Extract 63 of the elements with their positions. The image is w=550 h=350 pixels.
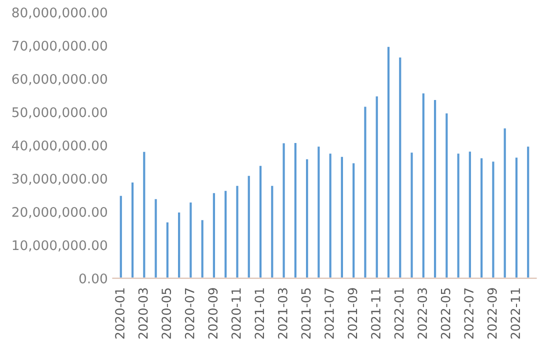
x-tick-label: 2022-09 (487, 288, 497, 339)
x-tick-label: 2021-11 (371, 288, 380, 339)
bar (386, 45, 391, 278)
bar (351, 162, 356, 278)
y-tick-label: 30,000,000.00 (12, 174, 108, 186)
bar (420, 92, 426, 278)
bar (258, 164, 263, 278)
bar (212, 192, 216, 278)
bar (502, 126, 508, 278)
bar (444, 112, 450, 278)
bar (398, 56, 403, 278)
bar (479, 156, 484, 278)
bar (362, 105, 368, 278)
x-tick-label: 2020-09 (208, 288, 218, 339)
x-tick-label: 2020-07 (184, 288, 194, 339)
x-tick-label: 2021-03 (278, 288, 288, 339)
bar (292, 142, 298, 278)
x-tick-label: 2020-01 (115, 288, 125, 339)
x-tick-label: 2020-05 (162, 288, 172, 339)
bar (270, 184, 275, 278)
bar (188, 201, 194, 278)
bar (514, 156, 519, 278)
x-tick-label: 2022-07 (464, 288, 474, 339)
bar (130, 181, 135, 278)
bar (467, 150, 472, 278)
bar (234, 184, 240, 278)
y-tick-label: 20,000,000.00 (12, 206, 108, 218)
bar (432, 98, 438, 278)
y-tick-label: 40,000,000.00 (12, 140, 108, 152)
x-tick-label: 2021-05 (301, 288, 311, 339)
bar (164, 221, 170, 278)
x-tick-label: 2021-01 (254, 288, 264, 339)
bar (281, 142, 286, 278)
y-tick-label: 0.00 (79, 273, 108, 284)
bar (316, 145, 322, 278)
bar (409, 151, 414, 278)
y-tick-label: 60,000,000.00 (12, 74, 108, 86)
bar (223, 189, 228, 278)
y-tick-label: 10,000,000.00 (12, 240, 108, 252)
x-tick-label: 2020-03 (138, 288, 148, 339)
x-tick-label: 2021-09 (348, 288, 358, 339)
bar (456, 152, 461, 278)
bar (153, 198, 158, 278)
y-tick-label: 50,000,000.00 (12, 107, 108, 119)
bar (176, 211, 182, 278)
bar (142, 150, 147, 278)
bar (246, 174, 252, 278)
bar (328, 152, 333, 278)
bar (304, 158, 310, 278)
bar (490, 160, 496, 278)
bar (340, 156, 344, 278)
y-tick-label: 70,000,000.00 (12, 40, 108, 52)
x-tick-label: 2022-11 (510, 288, 520, 339)
x-tick-label: 2022-03 (418, 288, 428, 339)
x-tick-label: 2021-07 (324, 288, 334, 339)
x-tick-label: 2022-05 (440, 288, 450, 339)
x-tick-label: 2022-01 (394, 288, 404, 339)
bar (526, 145, 531, 278)
y-tick-label: 80,000,000.00 (12, 7, 108, 19)
x-tick-label: 2020-11 (231, 288, 241, 339)
bar (374, 95, 380, 278)
bar (118, 194, 124, 278)
bar (200, 218, 205, 278)
